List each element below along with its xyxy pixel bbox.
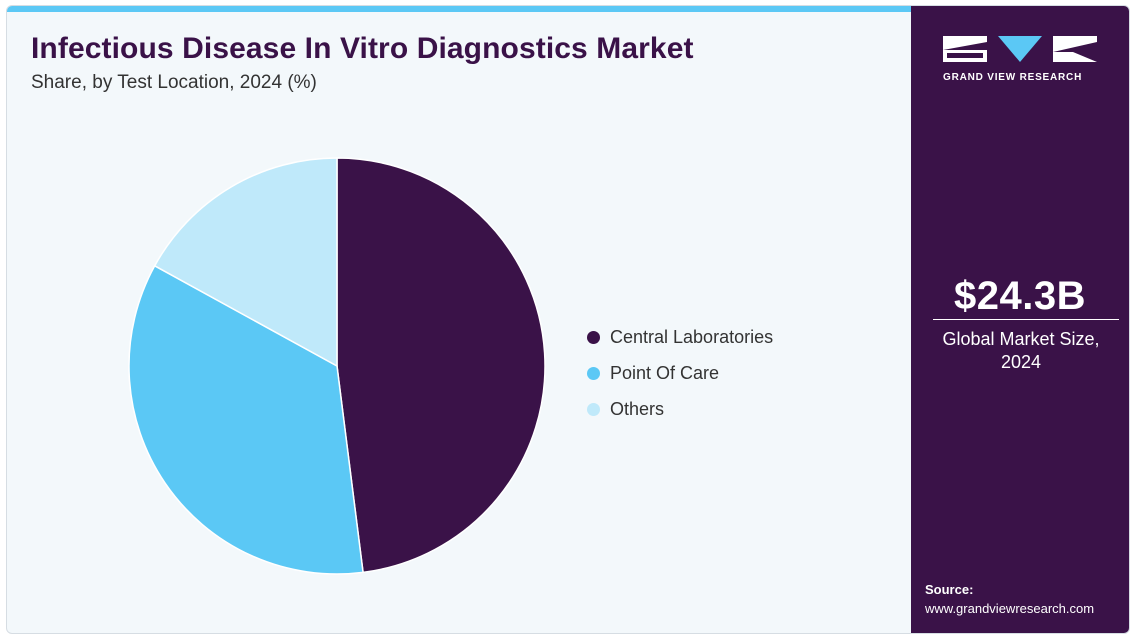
chart-subtitle: Share, by Test Location, 2024 (%): [31, 72, 317, 93]
logo-r-icon: [1053, 36, 1097, 62]
logo-v-icon: [998, 36, 1042, 62]
divider: [933, 319, 1119, 320]
source-label: Source:: [925, 582, 974, 597]
market-size-label: Global Market Size, 2024: [942, 329, 1100, 372]
chart-panel: Infectious Disease In Vitro Diagnostics …: [7, 6, 911, 633]
pie-chart: [128, 157, 546, 575]
pie-slice-others: [153, 157, 338, 368]
pie-slice-point-of-care: [128, 264, 364, 575]
chart-card: Infectious Disease In Vitro Diagnostics …: [6, 5, 1130, 634]
legend-item-others: Others: [587, 391, 773, 427]
legend-swatch: [587, 366, 600, 380]
legend-swatch: [587, 330, 600, 344]
logo-mark-icon: [943, 36, 1097, 62]
legend-label: Point Of Care: [610, 362, 720, 383]
legend-swatch: [587, 402, 600, 416]
logo-g-icon: [943, 36, 987, 62]
source-url[interactable]: www.grandviewresearch.com: [925, 601, 1095, 616]
accent-bar: [7, 6, 911, 12]
market-size-value: $24.3B: [954, 274, 1086, 318]
legend-item-central-laboratories: Central Laboratories: [587, 319, 773, 355]
grand-view-research-logo: GRAND VIEW RESEARCH: [943, 36, 1099, 83]
legend-label: Central Laboratories: [610, 326, 774, 347]
chart-title: Infectious Disease In Vitro Diagnostics …: [31, 32, 694, 65]
chart-legend: Central Laboratories Point Of Care Others: [587, 319, 773, 427]
summary-panel: GRAND VIEW RESEARCH $24.3B Global Market…: [911, 6, 1129, 633]
pie-slice-central-laboratories: [336, 157, 546, 574]
legend-item-point-of-care: Point Of Care: [587, 355, 773, 391]
legend-label: Others: [610, 398, 665, 419]
logo-text: GRAND VIEW RESEARCH: [943, 72, 1083, 83]
